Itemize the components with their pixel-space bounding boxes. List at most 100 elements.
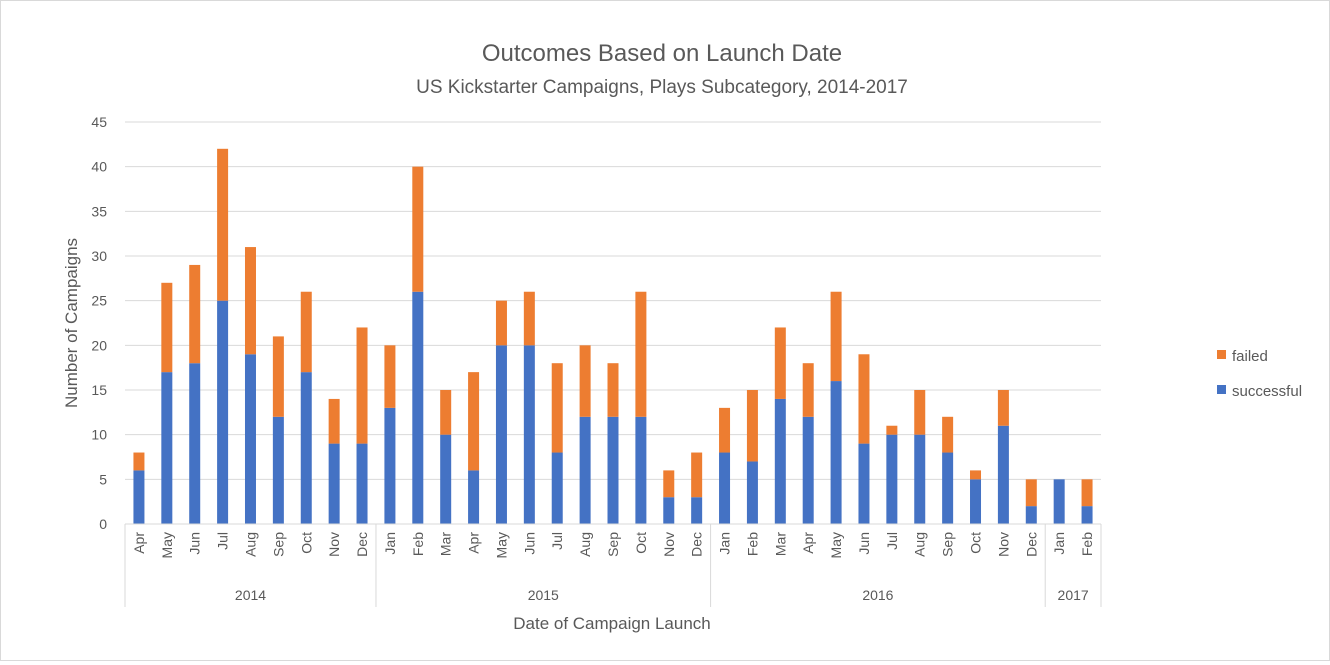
bar-failed <box>244 247 256 355</box>
bar-failed <box>802 363 814 417</box>
bar-successful <box>384 407 396 524</box>
x-tick-label: Oct <box>633 532 649 554</box>
x-tick-label: Jun <box>856 532 872 555</box>
bar-successful <box>970 479 982 524</box>
bar-failed <box>579 345 591 417</box>
legend-swatch-successful <box>1217 385 1226 394</box>
legend-swatch-failed <box>1217 350 1226 359</box>
bar-failed <box>997 390 1009 426</box>
x-tick-label: Aug <box>242 532 258 557</box>
y-axis-ticks: 0 5 10 15 20 25 30 35 40 45 <box>91 114 107 532</box>
x-axis-title: Date of Campaign Launch <box>513 614 711 633</box>
year-label: 2017 <box>1058 587 1089 603</box>
x-tick-label: Dec <box>354 532 370 557</box>
y-tick-label: 40 <box>91 159 107 175</box>
x-tick-label: Feb <box>410 532 426 556</box>
bar-failed <box>1081 479 1093 507</box>
y-tick-label: 30 <box>91 248 107 264</box>
x-tick-label: Nov <box>661 532 677 557</box>
x-tick-label: Aug <box>912 532 928 557</box>
bar-failed <box>1025 479 1037 507</box>
bar-successful <box>356 443 368 524</box>
year-label: 2015 <box>528 587 559 603</box>
bar-failed <box>356 327 368 444</box>
bar-failed <box>551 363 563 453</box>
bar-successful <box>133 470 145 524</box>
bar-failed <box>300 291 312 373</box>
x-tick-label: Jun <box>187 532 203 555</box>
x-tick-label: Apr <box>131 532 147 554</box>
bar-failed <box>663 470 675 498</box>
bar-successful <box>217 300 229 524</box>
bar-successful <box>830 381 842 524</box>
bar-failed <box>746 390 758 462</box>
bar-successful <box>468 470 480 524</box>
year-label: 2016 <box>862 587 893 603</box>
x-tick-label: Jan <box>717 532 733 555</box>
y-tick-label: 35 <box>91 203 107 219</box>
bar-failed <box>468 372 480 471</box>
bar-failed <box>523 291 535 346</box>
bar-successful <box>719 452 731 524</box>
x-tick-label: Jul <box>215 532 231 550</box>
y-tick-label: 45 <box>91 114 107 130</box>
y-tick-label: 15 <box>91 382 107 398</box>
x-tick-label: Jul <box>549 532 565 550</box>
bar-successful <box>635 416 647 524</box>
bar-successful <box>161 372 173 524</box>
bar-successful <box>1025 506 1037 524</box>
bar-failed <box>774 327 786 399</box>
bar-successful <box>997 425 1009 524</box>
bar-successful <box>663 497 675 524</box>
x-tick-label: Sep <box>270 532 286 557</box>
x-tick-label: Dec <box>1023 532 1039 557</box>
x-tick-label: Jan <box>382 532 398 555</box>
bar-successful <box>802 416 814 524</box>
bar-successful <box>1053 479 1065 524</box>
bar-failed <box>914 390 926 435</box>
bar-successful <box>1081 506 1093 524</box>
bar-successful <box>914 434 926 524</box>
x-tick-label: Nov <box>995 532 1011 557</box>
x-tick-label: Aug <box>577 532 593 557</box>
bar-successful <box>746 461 758 524</box>
bar-failed <box>858 354 870 444</box>
x-axis: Apr May Jun Jul Aug Sep Oct Nov Dec Jan Feb Mar Apr M… <box>124 523 1102 607</box>
bar-failed <box>635 291 647 417</box>
y-tick-label: 0 <box>99 516 107 532</box>
y-tick-label: 10 <box>91 427 107 443</box>
bar-failed <box>440 390 452 435</box>
legend-label-successful: successful <box>1232 383 1302 400</box>
bar-successful <box>412 291 424 524</box>
gridlines <box>125 121 1101 525</box>
chart-title: Outcomes Based on Launch Date <box>482 40 842 67</box>
bar-failed <box>970 470 982 480</box>
x-tick-label: Apr <box>800 532 816 554</box>
bar-successful <box>858 443 870 524</box>
x-tick-label: Sep <box>605 532 621 557</box>
x-tick-label: Oct <box>968 532 984 554</box>
bar-failed <box>886 425 898 435</box>
x-tick-label: Feb <box>1079 532 1095 556</box>
bar-successful <box>691 497 703 524</box>
bar-successful <box>440 434 452 524</box>
legend-label-failed: failed <box>1232 348 1268 365</box>
x-tick-label: Oct <box>298 532 314 554</box>
bar-failed <box>412 166 424 292</box>
x-tick-label: May <box>159 532 175 558</box>
x-tick-label: Mar <box>772 532 788 556</box>
x-tick-label: May <box>493 532 509 558</box>
bar-failed <box>133 452 145 471</box>
x-tick-label: Jun <box>521 532 537 555</box>
bar-successful <box>189 363 201 524</box>
bar-successful <box>495 345 507 524</box>
bar-successful <box>523 345 535 524</box>
bar-successful <box>579 416 591 524</box>
bar-failed <box>328 398 340 444</box>
year-label: 2014 <box>235 587 266 603</box>
bars <box>133 148 1093 524</box>
bar-failed <box>384 345 396 408</box>
bar-successful <box>328 443 340 524</box>
x-tick-label: Dec <box>689 532 705 557</box>
